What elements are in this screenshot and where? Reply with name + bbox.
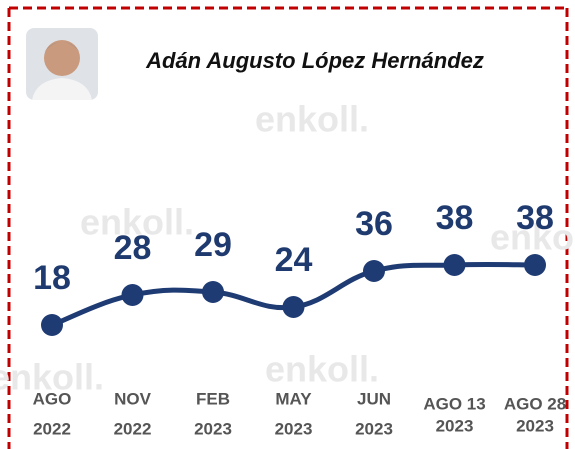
x-tick-label: AGO 13 (423, 394, 485, 413)
data-label: 18 (33, 259, 71, 297)
data-label: 28 (114, 229, 152, 267)
x-tick-label: AGO (33, 389, 72, 408)
watermark: enkoll. (255, 99, 369, 140)
point (41, 314, 63, 336)
x-tick-label: JUN (357, 389, 391, 408)
data-label: 36 (355, 205, 393, 243)
chart: enkoll. enkoll. enkoll. enkoll. enkoll. … (0, 0, 575, 449)
point (363, 260, 385, 282)
point (202, 281, 224, 303)
point (283, 296, 305, 318)
x-tick-label: 2023 (516, 416, 554, 435)
photo (26, 28, 98, 100)
x-tick-label: 2023 (275, 419, 313, 438)
x-tick-label: NOV (114, 389, 152, 408)
x-tick-label: 2023 (436, 416, 474, 435)
x-tick-label: 2023 (194, 419, 232, 438)
x-tick-label: 2022 (33, 419, 71, 438)
x-tick-label: FEB (196, 389, 230, 408)
point (122, 284, 144, 306)
x-tick-label: 2023 (355, 419, 393, 438)
x-tick-label: AGO 28 (504, 394, 566, 413)
data-label: 38 (516, 199, 554, 237)
watermark: enkoll. (265, 349, 379, 390)
x-tick-label: 2022 (114, 419, 152, 438)
point (444, 254, 466, 276)
point (524, 254, 546, 276)
data-label: 29 (194, 226, 232, 264)
x-tick-label: MAY (275, 389, 312, 408)
data-label: 24 (275, 241, 313, 279)
chart-title: Adán Augusto López Hernández (145, 48, 484, 73)
data-label: 38 (436, 199, 474, 237)
